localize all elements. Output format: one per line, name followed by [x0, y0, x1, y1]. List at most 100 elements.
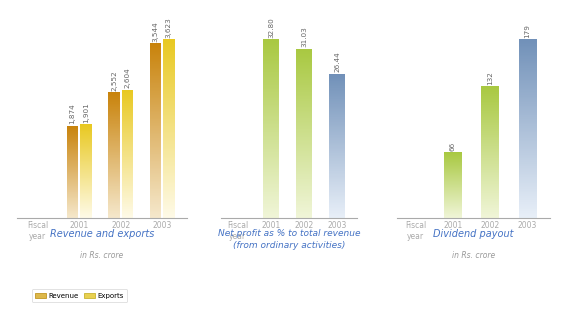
Bar: [163, 106, 175, 107]
Bar: [263, 72, 279, 73]
Bar: [163, 123, 175, 124]
Bar: [329, 197, 345, 198]
Bar: [481, 197, 499, 198]
Bar: [150, 172, 162, 173]
Bar: [121, 158, 133, 159]
Bar: [150, 159, 162, 160]
Bar: [121, 195, 133, 196]
Bar: [80, 210, 92, 211]
Bar: [329, 77, 345, 78]
Bar: [519, 155, 536, 156]
Bar: [263, 133, 279, 134]
Bar: [519, 88, 536, 89]
Bar: [263, 217, 279, 218]
Bar: [163, 54, 175, 55]
Bar: [296, 130, 312, 131]
Bar: [163, 193, 175, 194]
Bar: [150, 136, 162, 137]
Bar: [519, 129, 536, 130]
Bar: [329, 112, 345, 113]
Bar: [108, 186, 120, 187]
Bar: [163, 169, 175, 170]
Bar: [150, 214, 162, 215]
Bar: [150, 170, 162, 171]
Bar: [163, 142, 175, 143]
Bar: [108, 113, 120, 114]
Bar: [263, 67, 279, 68]
Bar: [481, 162, 499, 163]
Bar: [296, 106, 312, 107]
Bar: [67, 161, 78, 162]
Bar: [296, 100, 312, 101]
Bar: [163, 66, 175, 67]
Bar: [296, 195, 312, 196]
Bar: [108, 152, 120, 153]
Bar: [481, 170, 499, 171]
Bar: [121, 152, 133, 153]
Bar: [481, 99, 499, 100]
Bar: [481, 111, 499, 112]
Bar: [519, 201, 536, 202]
Bar: [163, 107, 175, 108]
Bar: [329, 163, 345, 164]
Bar: [150, 144, 162, 145]
Bar: [163, 118, 175, 119]
Bar: [481, 216, 499, 217]
Bar: [296, 108, 312, 109]
Bar: [80, 124, 92, 125]
Bar: [163, 163, 175, 164]
Bar: [108, 211, 120, 212]
Bar: [150, 47, 162, 48]
Bar: [263, 144, 279, 145]
Bar: [150, 216, 162, 217]
Bar: [296, 126, 312, 127]
Bar: [80, 151, 92, 152]
Bar: [163, 74, 175, 75]
Bar: [150, 205, 162, 206]
Bar: [150, 139, 162, 140]
Bar: [163, 70, 175, 71]
Bar: [329, 190, 345, 191]
Bar: [481, 180, 499, 181]
Bar: [296, 150, 312, 151]
Bar: [519, 125, 536, 126]
Bar: [481, 95, 499, 96]
Bar: [329, 180, 345, 181]
Bar: [263, 185, 279, 186]
Bar: [80, 134, 92, 135]
Bar: [296, 165, 312, 166]
Bar: [329, 110, 345, 111]
Bar: [296, 116, 312, 117]
Bar: [150, 60, 162, 61]
Bar: [296, 104, 312, 105]
Bar: [67, 150, 78, 151]
Bar: [296, 60, 312, 61]
Bar: [263, 155, 279, 156]
Bar: [108, 160, 120, 161]
Bar: [67, 211, 78, 212]
Bar: [481, 192, 499, 193]
Bar: [519, 102, 536, 103]
Bar: [519, 85, 536, 86]
Bar: [108, 187, 120, 188]
Bar: [519, 45, 536, 46]
Bar: [163, 96, 175, 97]
Bar: [163, 59, 175, 60]
Bar: [263, 188, 279, 189]
Bar: [329, 149, 345, 150]
Bar: [108, 137, 120, 138]
Bar: [80, 181, 92, 182]
Bar: [163, 180, 175, 181]
Bar: [329, 91, 345, 92]
Bar: [80, 171, 92, 172]
Bar: [163, 202, 175, 203]
Bar: [150, 78, 162, 79]
Bar: [263, 153, 279, 154]
Bar: [121, 147, 133, 148]
Bar: [519, 47, 536, 48]
Bar: [329, 142, 345, 143]
Bar: [108, 96, 120, 97]
Bar: [263, 130, 279, 131]
Bar: [481, 212, 499, 213]
Bar: [163, 61, 175, 62]
